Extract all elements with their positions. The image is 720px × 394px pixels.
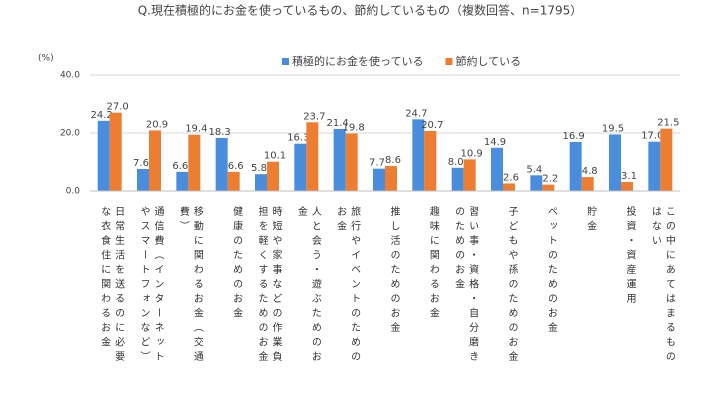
x-tick-label: 習い事・資格・自分磨きのためのお金 — [452, 206, 478, 366]
value-label: 16.3 — [287, 133, 309, 144]
bar — [267, 161, 279, 191]
value-label: 3.1 — [621, 171, 637, 182]
value-label: 17.0 — [641, 131, 663, 142]
bar — [569, 141, 582, 191]
value-label: 21.5 — [657, 118, 679, 129]
value-label: 8.0 — [448, 157, 464, 168]
x-tick-label: 旅行やイベントのためのお金 — [334, 206, 360, 366]
value-label: 14.9 — [484, 137, 506, 148]
x-tick-label: 日常生活を送るのに必要な衣食住に関わるお金 — [98, 206, 124, 366]
x-tick-label: 推し活のためのお金 — [388, 206, 399, 337]
value-label: 10.1 — [264, 151, 286, 162]
value-label: 2.2 — [542, 174, 558, 185]
bar — [542, 184, 555, 191]
value-label: 7.7 — [369, 158, 385, 169]
y-tick-label: 20.0 — [60, 129, 80, 139]
bar — [176, 171, 189, 191]
bar — [424, 130, 437, 191]
y-tick-label: 40.0 — [60, 71, 80, 81]
bar — [581, 177, 594, 191]
x-tick-label: 子どもや孫のためのお金 — [506, 206, 517, 366]
value-label: 27.0 — [107, 102, 129, 113]
bar — [333, 128, 346, 191]
bar — [188, 134, 201, 191]
value-label: 18.3 — [209, 127, 231, 138]
value-label: 20.9 — [146, 119, 168, 130]
bar — [97, 120, 110, 191]
bar — [530, 175, 543, 191]
value-label: 6.6 — [228, 161, 244, 172]
bar — [412, 119, 425, 191]
bar — [137, 168, 149, 191]
x-tick-label: 投資・資産運用 — [624, 206, 635, 308]
bar — [660, 128, 673, 191]
bar — [648, 141, 661, 191]
value-label: 23.7 — [303, 111, 325, 122]
value-label: 24.2 — [91, 110, 113, 121]
legend-swatch — [445, 58, 453, 65]
value-label: 5.8 — [251, 163, 267, 174]
value-label: 6.6 — [172, 161, 188, 172]
y-unit: (%) — [38, 54, 54, 64]
x-tick-label: ペットのためのお金 — [545, 206, 557, 337]
y-tick-label: 0.0 — [66, 187, 81, 197]
bar — [609, 134, 621, 191]
value-label: 20.7 — [421, 120, 443, 131]
x-tick-label: 貯金 — [584, 206, 596, 235]
bar — [294, 143, 307, 191]
bar — [373, 168, 385, 191]
bar — [345, 133, 358, 191]
bar — [463, 159, 476, 191]
x-tick-label: 健康のためのお金 — [230, 206, 242, 322]
value-label: 21.4 — [327, 118, 349, 129]
bar — [255, 174, 267, 191]
x-tick-label: 移動に関わるお金（交通費） — [177, 206, 203, 366]
value-label: 19.5 — [602, 123, 624, 134]
bar — [306, 122, 319, 191]
x-tick-label: この中にあてはまるものはない — [649, 206, 675, 366]
bar — [451, 167, 464, 191]
bar — [215, 137, 228, 191]
bar — [227, 171, 240, 191]
legend-label: 節約している — [455, 54, 521, 68]
x-tick-label: 時短や家事などの作業負担を軽くするためのお金 — [256, 206, 281, 366]
value-label: 7.6 — [133, 158, 149, 169]
value-label: 24.7 — [405, 108, 427, 119]
value-label: 8.6 — [385, 155, 401, 166]
value-label: 19.4 — [185, 124, 207, 135]
legend-swatch — [282, 58, 289, 65]
bar — [385, 166, 397, 191]
value-label: 5.4 — [526, 164, 542, 175]
value-label: 16.9 — [563, 131, 585, 142]
x-tick-label: 通信費（インターネットやスマートフォンなど） — [138, 206, 163, 366]
value-label: 19.8 — [343, 123, 365, 134]
bar — [109, 112, 122, 191]
value-label: 4.8 — [582, 166, 598, 177]
value-label: 2.6 — [503, 172, 519, 183]
bar — [621, 182, 633, 191]
x-tick-label: 趣味に関わるお金 — [427, 206, 439, 322]
value-label: 10.9 — [461, 148, 483, 159]
x-tick-label: 人と会う・遊ぶためのお金 — [295, 206, 321, 366]
bar — [491, 147, 503, 191]
bar — [149, 130, 161, 191]
legend-label: 積極的にお金を使っている — [292, 54, 423, 68]
bar — [503, 183, 515, 191]
chart-title: Q.現在積極的にお金を使っているもの、節約しているもの（複数回答、n=1795） — [138, 3, 583, 18]
